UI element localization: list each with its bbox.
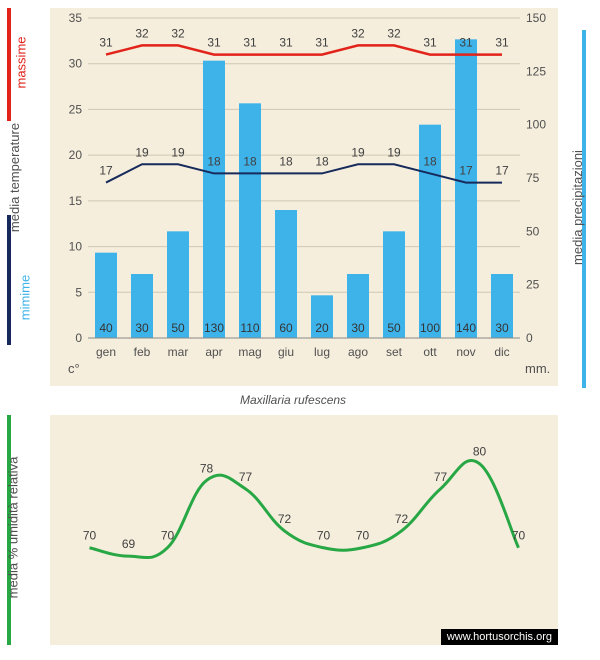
svg-text:31: 31	[315, 36, 329, 50]
svg-text:50: 50	[526, 224, 540, 238]
humidity-chart-panel: 70 69 70 78 77 72 70 70 72 77 80 70	[50, 415, 558, 645]
species-subtitle: Maxillaria rufescens	[240, 393, 346, 407]
svg-text:30: 30	[135, 321, 149, 335]
svg-text:apr: apr	[205, 345, 222, 359]
svg-text:70: 70	[161, 529, 175, 543]
svg-text:19: 19	[351, 145, 365, 159]
svg-text:17: 17	[495, 164, 509, 178]
svg-text:35: 35	[69, 11, 83, 25]
svg-text:32: 32	[135, 26, 149, 40]
humidity-chart-svg: 70 69 70 78 77 72 70 70 72 77 80 70	[50, 415, 558, 645]
svg-text:18: 18	[315, 154, 329, 168]
svg-text:19: 19	[135, 145, 149, 159]
svg-text:78: 78	[200, 461, 214, 475]
svg-text:5: 5	[75, 285, 82, 299]
svg-text:0: 0	[526, 331, 533, 345]
watermark: www.hortusorchis.org	[441, 629, 558, 645]
svg-text:18: 18	[279, 154, 293, 168]
svg-text:40: 40	[99, 321, 113, 335]
accent-bar-massime	[7, 8, 11, 121]
svg-text:nov: nov	[456, 345, 475, 359]
svg-text:25: 25	[69, 102, 83, 116]
vlabel-mimime: mimime	[17, 275, 32, 321]
accent-bar-minime	[7, 215, 11, 345]
svg-text:69: 69	[122, 537, 136, 551]
svg-text:gen: gen	[96, 345, 116, 359]
svg-text:31: 31	[423, 36, 437, 50]
vlabel-humidity: media % umidità relativa	[5, 457, 20, 599]
svg-text:ago: ago	[348, 345, 368, 359]
svg-text:10: 10	[69, 240, 83, 254]
svg-text:77: 77	[434, 470, 448, 484]
svg-text:18: 18	[423, 154, 437, 168]
svg-text:17: 17	[459, 164, 473, 178]
svg-text:100: 100	[526, 118, 546, 132]
svg-text:110: 110	[240, 321, 259, 335]
svg-text:19: 19	[387, 145, 401, 159]
vlabel-media-temp: media temperature	[7, 123, 22, 232]
svg-text:20: 20	[315, 321, 329, 335]
svg-text:31: 31	[459, 36, 473, 50]
svg-text:mar: mar	[168, 345, 189, 359]
svg-text:30: 30	[69, 57, 83, 71]
svg-text:60: 60	[279, 321, 293, 335]
svg-text:ott: ott	[423, 345, 437, 359]
svg-text:72: 72	[278, 512, 292, 526]
svg-text:31: 31	[495, 36, 509, 50]
svg-text:70: 70	[512, 529, 526, 543]
svg-text:31: 31	[243, 36, 257, 50]
svg-text:c°: c°	[68, 361, 80, 376]
svg-text:30: 30	[351, 321, 365, 335]
svg-text:32: 32	[387, 26, 401, 40]
svg-text:72: 72	[395, 512, 409, 526]
svg-text:31: 31	[279, 36, 293, 50]
svg-text:17: 17	[99, 164, 113, 178]
svg-text:77: 77	[239, 470, 253, 484]
svg-text:feb: feb	[134, 345, 151, 359]
svg-text:20: 20	[69, 148, 83, 162]
climate-chart-svg: 0 5 10 15 20 25 30 35 0 25 50 75 100 125 150 40 gen 30 feb…	[50, 8, 558, 386]
svg-text:80: 80	[473, 445, 487, 459]
svg-text:32: 32	[171, 26, 185, 40]
svg-text:70: 70	[356, 529, 370, 543]
svg-text:140: 140	[456, 321, 476, 335]
svg-text:50: 50	[171, 321, 185, 335]
climate-chart-panel: 0 5 10 15 20 25 30 35 0 25 50 75 100 125 150 40 gen 30 feb…	[50, 8, 558, 386]
vlabel-massime: massime	[14, 36, 29, 88]
svg-text:70: 70	[83, 529, 97, 543]
svg-text:30: 30	[495, 321, 509, 335]
svg-text:31: 31	[207, 36, 221, 50]
svg-text:giu: giu	[278, 345, 294, 359]
svg-text:15: 15	[69, 194, 83, 208]
svg-text:mag: mag	[238, 345, 261, 359]
svg-text:31: 31	[99, 36, 113, 50]
vlabel-media-prec: media precipitazioni	[570, 150, 585, 265]
svg-text:18: 18	[207, 154, 221, 168]
svg-text:set: set	[386, 345, 403, 359]
svg-text:mm.: mm.	[525, 361, 550, 376]
svg-text:150: 150	[526, 11, 546, 25]
svg-text:19: 19	[171, 145, 185, 159]
svg-text:32: 32	[351, 26, 365, 40]
svg-text:18: 18	[243, 154, 257, 168]
svg-text:130: 130	[204, 321, 224, 335]
svg-text:50: 50	[387, 321, 401, 335]
svg-text:dic: dic	[494, 345, 509, 359]
svg-text:100: 100	[420, 321, 440, 335]
svg-text:70: 70	[317, 529, 331, 543]
svg-text:75: 75	[526, 171, 540, 185]
svg-text:0: 0	[75, 331, 82, 345]
svg-text:lug: lug	[314, 345, 330, 359]
svg-text:25: 25	[526, 278, 540, 292]
svg-text:125: 125	[526, 64, 546, 78]
